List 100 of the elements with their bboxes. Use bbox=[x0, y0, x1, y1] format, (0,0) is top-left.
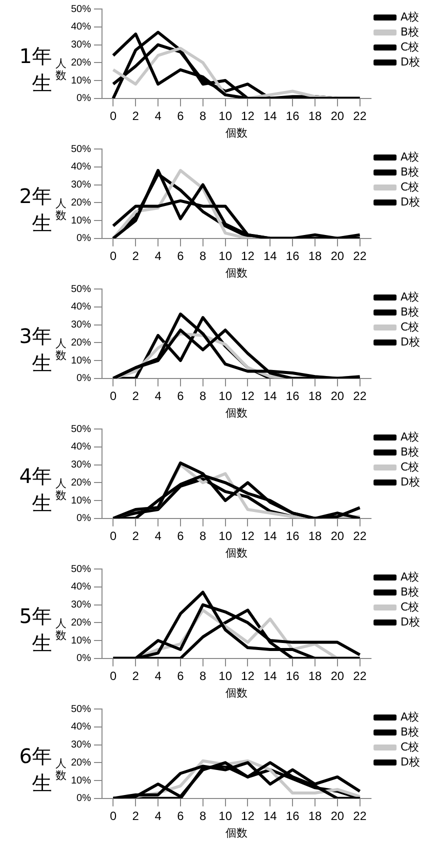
x-tick-label: 6 bbox=[177, 668, 184, 683]
y-tick-label: 0% bbox=[76, 233, 92, 244]
x-tick-label: 6 bbox=[177, 248, 184, 263]
x-tick-label: 4 bbox=[154, 668, 162, 683]
x-tick-label: 14 bbox=[263, 528, 278, 543]
y-tick-label: 40% bbox=[71, 162, 92, 173]
x-tick-label: 2 bbox=[132, 528, 140, 543]
text: 6年生 bbox=[18, 743, 53, 797]
legend-label: B校 bbox=[400, 165, 420, 178]
y-tick-label: 0% bbox=[76, 793, 92, 804]
x-tick-label: 0 bbox=[110, 248, 117, 263]
x-tick-label: 20 bbox=[330, 248, 344, 263]
x-tick-label: 10 bbox=[218, 108, 232, 123]
legend-label: D校 bbox=[400, 755, 420, 768]
x-tick-label: 20 bbox=[330, 108, 344, 123]
y-tick-label: 0% bbox=[76, 653, 92, 664]
x-tick-label: 12 bbox=[241, 528, 255, 543]
x-tick-label: 0 bbox=[110, 388, 117, 403]
x-tick-label: 10 bbox=[218, 528, 232, 543]
legend-label: B校 bbox=[400, 585, 420, 598]
x-tick-label: 10 bbox=[218, 668, 232, 683]
x-tick-label: 4 bbox=[154, 528, 162, 543]
x-tick-label: 18 bbox=[308, 808, 322, 823]
y-tick-label: 50% bbox=[71, 564, 92, 575]
legend-label: D校 bbox=[400, 55, 420, 68]
y-tick-label: 20% bbox=[71, 337, 92, 348]
y-tick-label: 0% bbox=[76, 513, 92, 524]
x-tick-label: 0 bbox=[110, 528, 117, 543]
x-tick-label: 4 bbox=[154, 248, 162, 263]
x-tick-label: 20 bbox=[330, 668, 344, 683]
x-tick-label: 6 bbox=[177, 528, 184, 543]
y-tick-label: 40% bbox=[71, 302, 92, 313]
legend-label: D校 bbox=[400, 475, 420, 488]
legend-label: D校 bbox=[400, 195, 420, 208]
text: 2年生 bbox=[18, 183, 53, 237]
legend-label: B校 bbox=[400, 25, 420, 38]
x-tick-label: 14 bbox=[263, 108, 278, 123]
x-tick-label: 14 bbox=[263, 248, 278, 263]
x-tick-label: 2 bbox=[132, 668, 140, 683]
y-tick-label: 20% bbox=[71, 757, 92, 768]
legend-label: C校 bbox=[400, 180, 420, 194]
y-tick-label: 30% bbox=[71, 740, 92, 751]
x-tick-label: 8 bbox=[200, 388, 207, 403]
x-axis-title: 個数 bbox=[226, 127, 248, 140]
x-tick-label: 22 bbox=[353, 808, 367, 823]
x-axis-title: 個数 bbox=[226, 547, 248, 560]
y-tick-label: 20% bbox=[71, 197, 92, 208]
y-tick-label: 50% bbox=[71, 4, 92, 15]
x-tick-label: 10 bbox=[218, 248, 232, 263]
y-tick-label: 40% bbox=[71, 582, 92, 593]
y-tick-label: 50% bbox=[71, 704, 92, 715]
x-tick-label: 16 bbox=[286, 388, 300, 403]
x-tick-label: 12 bbox=[241, 388, 255, 403]
x-tick-label: 6 bbox=[177, 388, 184, 403]
text: 5年生 bbox=[18, 603, 53, 657]
legend-label: D校 bbox=[400, 335, 420, 348]
legend-label: B校 bbox=[400, 445, 420, 458]
x-tick-label: 22 bbox=[353, 668, 367, 683]
y-tick-label: 10% bbox=[71, 495, 92, 506]
legend-label: A校 bbox=[400, 150, 420, 164]
x-tick-label: 22 bbox=[353, 248, 367, 263]
text: 3年生 bbox=[18, 323, 53, 377]
x-tick-label: 0 bbox=[110, 668, 117, 683]
y-tick-label: 20% bbox=[71, 617, 92, 628]
x-tick-label: 0 bbox=[110, 108, 117, 123]
y-axis-title: 人数 bbox=[54, 57, 68, 82]
x-tick-label: 16 bbox=[286, 808, 300, 823]
x-tick-label: 8 bbox=[200, 808, 207, 823]
y-tick-label: 10% bbox=[71, 355, 92, 366]
x-tick-label: 18 bbox=[308, 108, 322, 123]
x-tick-label: 14 bbox=[263, 808, 278, 823]
x-tick-label: 18 bbox=[308, 668, 322, 683]
text: 1年生 bbox=[18, 43, 53, 97]
legend-label: B校 bbox=[400, 725, 420, 738]
x-tick-label: 2 bbox=[132, 388, 140, 403]
x-tick-label: 20 bbox=[330, 808, 344, 823]
x-tick-label: 4 bbox=[154, 108, 162, 123]
x-axis-title: 個数 bbox=[226, 827, 248, 840]
y-axis-title: 人数 bbox=[54, 617, 68, 642]
x-tick-label: 12 bbox=[241, 108, 255, 123]
y-tick-label: 30% bbox=[71, 600, 92, 611]
x-axis-title: 個数 bbox=[226, 267, 248, 280]
y-axis-title: 人数 bbox=[54, 757, 68, 782]
x-tick-label: 2 bbox=[132, 808, 140, 823]
x-tick-label: 22 bbox=[353, 388, 367, 403]
y-tick-label: 30% bbox=[71, 460, 92, 471]
x-tick-label: 22 bbox=[353, 528, 367, 543]
y-tick-label: 10% bbox=[71, 215, 92, 226]
x-tick-label: 16 bbox=[286, 528, 300, 543]
legend-label: C校 bbox=[400, 740, 420, 754]
x-tick-label: 18 bbox=[308, 528, 322, 543]
x-tick-label: 20 bbox=[330, 388, 344, 403]
y-tick-label: 40% bbox=[71, 442, 92, 453]
y-tick-label: 0% bbox=[76, 93, 92, 104]
legend-label: B校 bbox=[400, 305, 420, 318]
legend-label: C校 bbox=[400, 40, 420, 54]
x-tick-label: 18 bbox=[308, 248, 322, 263]
y-axis-title: 人数 bbox=[54, 197, 68, 222]
legend-label: C校 bbox=[400, 460, 420, 474]
legend-label: D校 bbox=[400, 615, 420, 628]
